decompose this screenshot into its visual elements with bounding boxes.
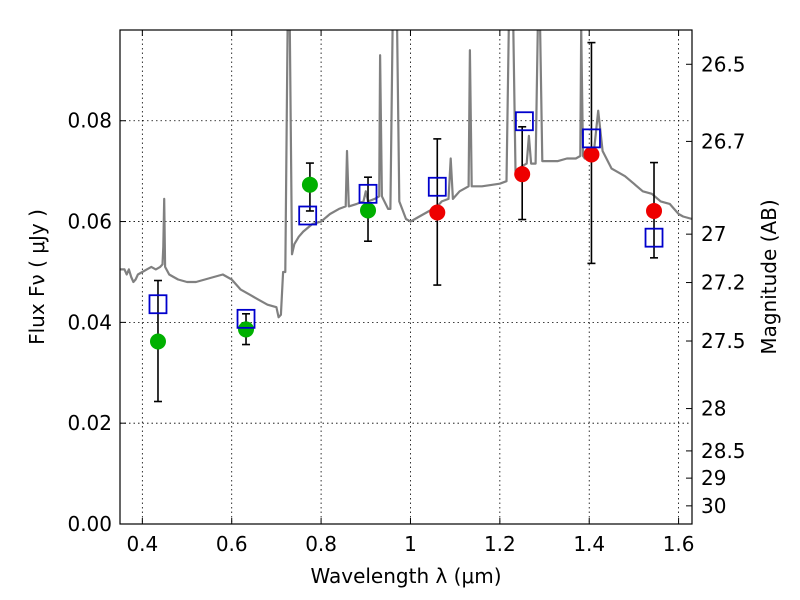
x-tick-label: 1.2 <box>484 532 516 556</box>
x-axis-ticks: 0.4 0.6 0.8 1 1.2 1.4 1.6 <box>126 30 695 556</box>
model-point <box>236 308 256 329</box>
y2-tick-label: 27.2 <box>701 271 746 295</box>
y-tick-label: 0.00 <box>67 512 112 536</box>
model-point <box>298 205 318 226</box>
x-axis-label: Wavelength λ (μm) <box>310 564 501 588</box>
x-tick-label: 0.8 <box>305 532 337 556</box>
y2-tick-label: 26.7 <box>701 129 746 153</box>
data-point <box>646 202 663 219</box>
y2-tick-label: 27.5 <box>701 329 746 353</box>
y-tick-label: 0.02 <box>67 411 112 435</box>
model-point <box>515 111 534 132</box>
x-tick-label: 1.6 <box>663 532 695 556</box>
y-tick-label: 0.06 <box>67 210 112 234</box>
x-tick-label: 1 <box>404 532 417 556</box>
data-point <box>149 333 166 350</box>
x-tick-label: 0.4 <box>126 532 158 556</box>
data-point <box>583 146 600 163</box>
model-point <box>358 183 378 204</box>
spectrum <box>120 30 692 319</box>
y-axis-ticks: 0.00 0.02 0.04 0.06 0.08 <box>67 109 126 536</box>
model-point <box>582 128 601 149</box>
y-tick-label: 0.08 <box>67 109 112 133</box>
grid <box>120 30 692 525</box>
spectrum-line <box>120 30 692 319</box>
plot-frame <box>119 29 693 525</box>
y2-axis-label: Magnitude (AB) <box>757 199 781 354</box>
y2-tick-label: 30 <box>701 494 726 518</box>
x-tick-label: 1.4 <box>573 532 605 556</box>
y2-tick-label: 26.5 <box>701 52 746 76</box>
data-point <box>429 204 446 221</box>
y-axis-label: Flux Fν ( μJy ) <box>25 209 49 345</box>
data-points <box>149 146 663 350</box>
y2-tick-label: 27 <box>701 222 726 246</box>
model-points <box>148 111 664 329</box>
x-tick-label: 0.6 <box>216 532 248 556</box>
y2-tick-label: 28 <box>701 397 726 421</box>
data-point <box>360 202 377 219</box>
y-tick-label: 0.04 <box>67 310 112 334</box>
data-point <box>238 321 255 338</box>
data-point <box>514 166 531 183</box>
data-point <box>301 176 318 193</box>
model-point <box>148 294 168 315</box>
y2-tick-label: 29 <box>701 466 726 490</box>
model-point <box>644 227 664 248</box>
model-point <box>427 176 447 197</box>
y2-tick-label: 28.5 <box>701 439 746 463</box>
y2-axis-ticks: 26.5 26.7 27 27.2 27.5 28 28.5 29 30 <box>686 52 746 518</box>
